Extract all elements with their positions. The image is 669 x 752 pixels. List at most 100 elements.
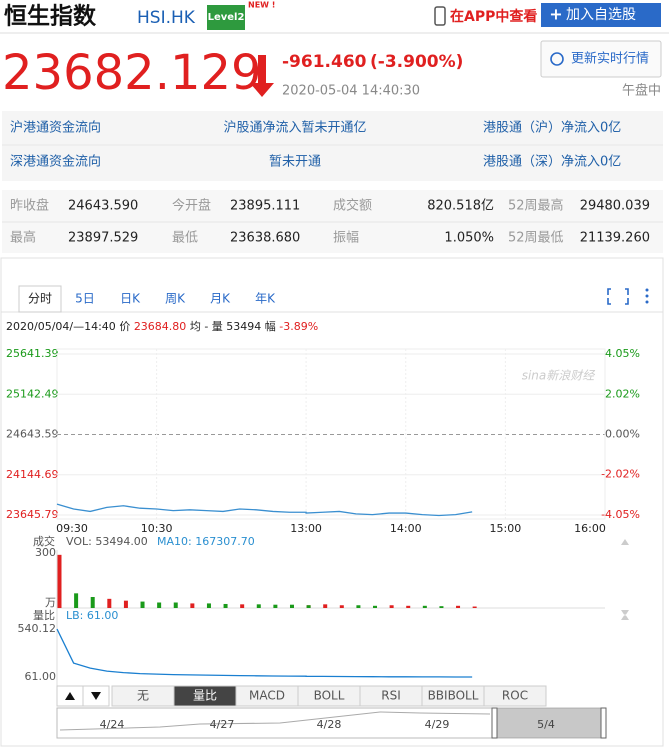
lb-line [56, 628, 473, 678]
volume-bar [406, 605, 411, 608]
navigator-date: 4/24 [100, 718, 125, 731]
volume-bar [140, 601, 145, 608]
lb-label: 量比 [33, 609, 55, 622]
indicator-tab-bg[interactable] [483, 685, 547, 707]
flow-item: 沪港通资金流向 [10, 120, 101, 136]
refresh-icon [550, 52, 564, 66]
volume-bar [289, 604, 294, 608]
indicator-tab[interactable]: BOLL [314, 689, 345, 703]
lb-text: LB: 61.00 [66, 609, 118, 622]
indicator-tab[interactable]: MACD [249, 689, 285, 703]
navigator-handle[interactable] [491, 707, 498, 739]
volume-bar [373, 605, 378, 608]
tab[interactable]: 日K [120, 292, 141, 306]
tab[interactable]: 分时 [28, 292, 52, 306]
up-arrow [65, 692, 75, 700]
indicator-tab[interactable]: RSI [381, 689, 401, 703]
x-tick-label: 15:00 [490, 522, 522, 535]
stat-value: 29480.039 [580, 199, 650, 214]
stat-label: 振幅 [333, 231, 359, 246]
y-tick-label: 24144.69 [6, 468, 59, 481]
add-button-label[interactable]: 加入自选股 [566, 7, 636, 23]
stat-value: 21139.260 [580, 231, 650, 246]
flow-item: 沪股通净流入暂未开通亿 [223, 120, 366, 136]
flow-item: 深港通资金流向 [10, 154, 101, 170]
market-status: 午盘中 [622, 83, 661, 99]
y2-tick-label: 4.05% [605, 347, 640, 360]
volume-bar [456, 605, 461, 608]
tab[interactable]: 5日 [75, 292, 95, 306]
flow-item: 港股通（沪）净流入0亿 [483, 120, 621, 136]
navigator-handle[interactable] [600, 707, 607, 739]
menu-icon[interactable] [645, 288, 649, 292]
tab[interactable]: 周K [165, 292, 186, 306]
badge-note: NEW ! [248, 1, 275, 10]
navigator-line [59, 711, 491, 731]
tab[interactable]: 月K [210, 292, 231, 306]
volume-bar [356, 605, 361, 608]
add-button[interactable] [541, 3, 661, 27]
indicator-tab[interactable]: BBIBOLL [428, 689, 479, 703]
x-tick-label: 10:30 [141, 522, 173, 535]
info-time: 2020/05/04/—14:40 [6, 320, 116, 333]
volume-bar [223, 603, 228, 608]
volume-bar [190, 603, 195, 608]
stat-value: 820.518亿 [427, 199, 494, 214]
info-price: 23684.80 [134, 320, 187, 333]
y-tick-label: 540.12 [18, 622, 57, 635]
volume-bar [422, 605, 427, 608]
down-arrow [91, 692, 101, 700]
chart-frame [0, 257, 664, 747]
y-tick-label: 23645.79 [6, 508, 59, 521]
info-avg-label: 均 [190, 320, 201, 333]
scroll-arrows [621, 539, 629, 620]
vol-text: VOL: 53494.00 [66, 535, 148, 548]
volume-bar [339, 605, 344, 608]
stat-label: 52周最低 [508, 231, 564, 246]
indicator-tab[interactable]: ROC [502, 689, 528, 703]
y-tick-label: 24643.59 [6, 428, 59, 441]
y-tick-label: 25142.49 [6, 387, 59, 400]
info-avg: - [204, 320, 208, 333]
indicator-tab[interactable]: 无 [137, 689, 149, 703]
volume-bar [439, 606, 444, 608]
quote-time: 2020-05-04 14:40:30 [282, 84, 420, 99]
volume-bar [240, 604, 245, 608]
navigator-date: 5/4 [537, 718, 555, 731]
stat-value: 23897.529 [68, 231, 138, 246]
volume-bar [323, 604, 328, 608]
price-line [56, 503, 473, 517]
refresh-button[interactable] [540, 40, 662, 78]
stat-label: 最低 [172, 231, 198, 246]
info-price-label: 价 [119, 320, 130, 333]
watermark: sina新浪财经 [522, 369, 597, 383]
y2-tick-label: -2.02% [601, 468, 640, 481]
down-arrow [250, 55, 274, 97]
volume-bar [256, 604, 261, 608]
navigator-window[interactable] [497, 708, 601, 738]
tab[interactable]: 年K [255, 292, 276, 306]
y-tick-label: 25641.39 [6, 347, 59, 360]
volume-bar [173, 602, 178, 608]
stat-label: 今开盘 [172, 198, 211, 214]
info-pct-label: 幅 [265, 320, 276, 333]
stat-label: 昨收盘 [10, 198, 49, 214]
y2-tick-label: -4.05% [601, 508, 640, 521]
volume-bar [74, 593, 79, 608]
y-tick-label: 300 [35, 546, 56, 559]
stat-label: 最高 [10, 230, 36, 246]
refresh-label[interactable]: 更新实时行情 [571, 51, 649, 67]
info-vol: 53494 [226, 320, 261, 333]
app-link[interactable]: 在APP中查看 [450, 8, 537, 25]
volume-bar [306, 605, 311, 608]
stat-value: 23895.111 [230, 199, 300, 214]
volume-bar [206, 603, 211, 608]
volume-bar [107, 598, 112, 608]
indicator-tab[interactable]: 量比 [193, 689, 217, 703]
volume-bar [389, 605, 394, 608]
navigator-date: 4/29 [425, 718, 450, 731]
menu-icon [645, 300, 649, 304]
volume-bar [472, 606, 477, 608]
fullscreen-icon[interactable] [607, 288, 629, 305]
